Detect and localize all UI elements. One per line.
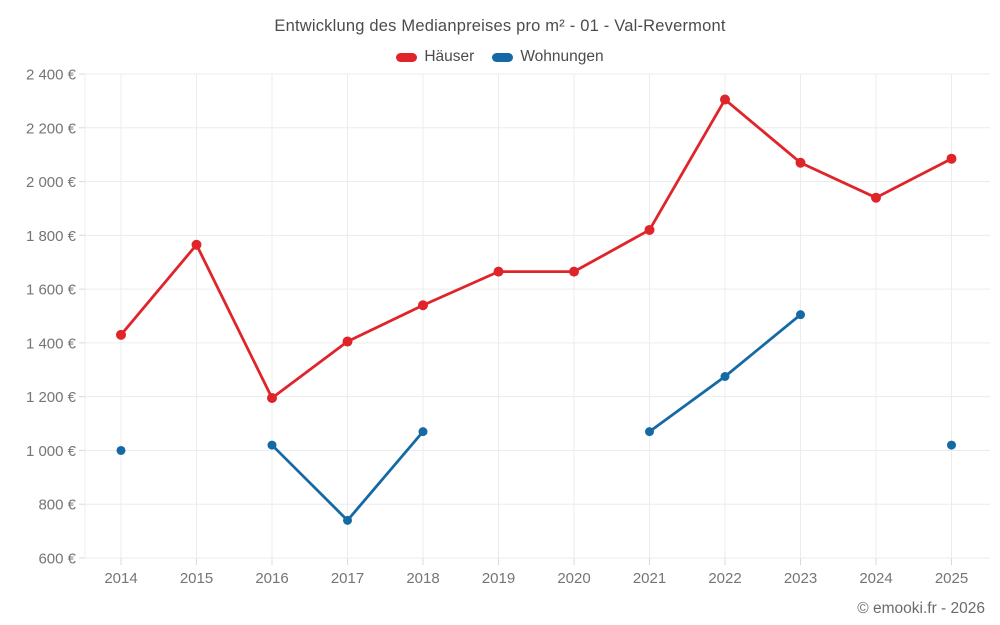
data-point[interactable] <box>116 445 126 455</box>
y-axis-label: 1 800 € <box>26 228 77 245</box>
y-axis-label: 1 600 € <box>26 282 77 299</box>
data-point[interactable] <box>569 266 579 277</box>
legend-item-haeuser[interactable]: Häuser <box>396 48 474 66</box>
x-axis-label: 2014 <box>104 570 137 587</box>
data-point[interactable] <box>645 427 654 437</box>
legend-item-wohnungen[interactable]: Wohnungen <box>492 48 604 66</box>
y-axis-label: 1 400 € <box>26 335 77 352</box>
x-axis-label: 2018 <box>406 570 439 587</box>
y-axis-label: 600 € <box>38 551 76 568</box>
data-point[interactable] <box>418 300 428 311</box>
legend-label-haeuser: Häuser <box>424 48 475 65</box>
y-axis-label: 1 000 € <box>26 443 77 460</box>
x-axis-label: 2016 <box>255 570 288 587</box>
x-axis-label: 2015 <box>180 570 213 587</box>
data-point[interactable] <box>946 153 957 164</box>
y-axis-label: 2 400 € <box>26 67 77 84</box>
data-point[interactable] <box>947 440 956 450</box>
y-axis-label: 1 200 € <box>26 389 77 406</box>
x-axis-label: 2022 <box>708 570 741 587</box>
chart-legend: Häuser Wohnungen <box>0 48 1000 66</box>
x-axis-label: 2020 <box>557 570 590 587</box>
credit-text: © emooki.fr - 2026 <box>857 600 985 617</box>
data-point[interactable] <box>795 157 806 168</box>
data-point[interactable] <box>644 224 655 235</box>
x-axis-label: 2024 <box>859 570 892 587</box>
series-line-0 <box>119 98 953 400</box>
legend-swatch-haeuser-icon <box>396 52 418 62</box>
y-axis-label: 2 200 € <box>26 120 77 137</box>
y-axis-label: 2 000 € <box>26 174 77 191</box>
data-point[interactable] <box>267 440 277 450</box>
data-point[interactable] <box>267 393 277 404</box>
x-axis-label: 2025 <box>935 570 968 587</box>
legend-swatch-wohnungen-icon <box>492 52 514 62</box>
x-axis-label: 2021 <box>633 570 666 587</box>
data-point[interactable] <box>343 515 352 525</box>
x-axis-label: 2023 <box>784 570 817 587</box>
x-axis-label: 2017 <box>331 570 364 587</box>
y-axis-label: 800 € <box>38 497 76 514</box>
data-point[interactable] <box>493 266 504 277</box>
x-axis-label: 2019 <box>482 570 515 587</box>
data-point[interactable] <box>796 310 805 320</box>
data-point[interactable] <box>418 427 428 437</box>
data-point[interactable] <box>720 372 730 381</box>
legend-label-wohnungen: Wohnungen <box>520 48 604 65</box>
data-point[interactable] <box>871 192 881 203</box>
data-point[interactable] <box>342 336 353 347</box>
chart-title: Entwicklung des Medianpreises pro m² - 0… <box>274 17 726 35</box>
data-point[interactable] <box>720 94 730 105</box>
data-point[interactable] <box>116 329 126 340</box>
data-point[interactable] <box>191 239 202 250</box>
